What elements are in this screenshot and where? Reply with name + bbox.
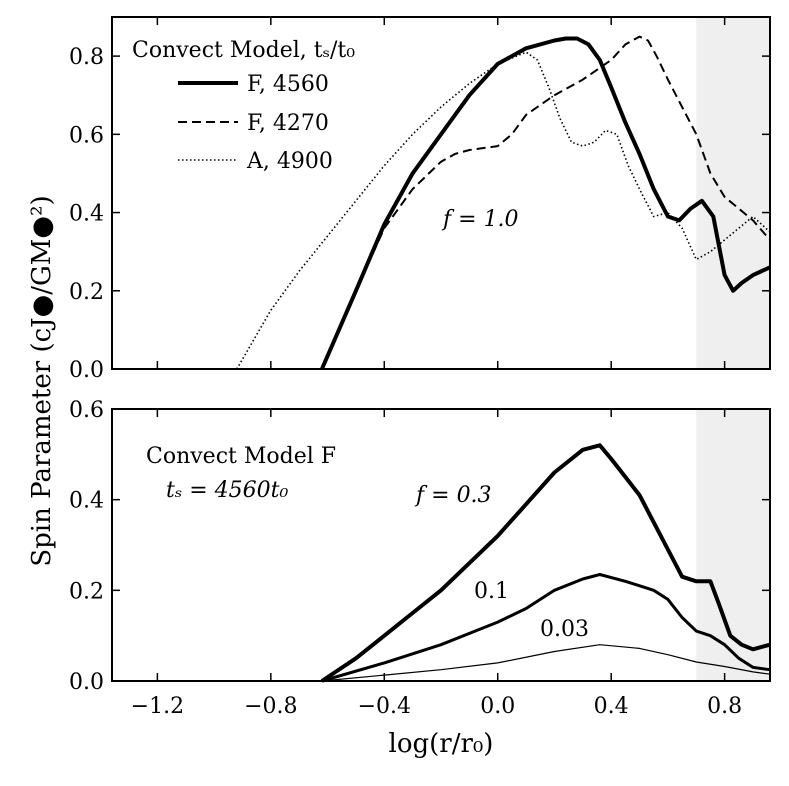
bottom-plot-frame	[111, 408, 771, 682]
x-tick-label: −0.4	[358, 694, 411, 719]
x-tick-label: 0.4	[594, 694, 629, 719]
top-panel: 0.0 0.2 0.4 0.6 0.8 f = 1.0 Convect Model, t…	[69, 16, 771, 383]
x-tick-label: 0.8	[707, 694, 742, 719]
bottom-y-tick-label: 0.4	[69, 489, 104, 514]
x-tick-label: −0.8	[244, 694, 297, 719]
top-annotation: f = 1.0	[441, 207, 519, 232]
bottom-series-group	[320, 443, 771, 683]
series-label-f003: 0.03	[540, 617, 589, 642]
bottom-model-sublabel: tₛ = 4560t₀	[166, 478, 289, 503]
top-series-line-1	[320, 35, 771, 370]
top-y-tick-label: 0.2	[69, 280, 104, 305]
legend-title: Convect Model, tₛ/t₀	[132, 38, 355, 63]
top-y-tick-label: 0.4	[69, 202, 104, 227]
top-y-tick-label: 0.8	[69, 45, 104, 70]
top-series-line-0	[320, 36, 771, 370]
top-series-group	[236, 35, 771, 370]
top-legend: Convect Model, tₛ/t₀ F, 4560 F, 4270 A, …	[132, 38, 355, 174]
y-axis-label: Spin Parameter (cJ●/GM●²)	[27, 195, 57, 566]
bottom-series-line-0	[320, 443, 771, 683]
bottom-series-line-2	[321, 644, 771, 682]
x-tick-label: 0.0	[480, 694, 515, 719]
legend-label-f4270: F, 4270	[247, 111, 329, 136]
top-plot-frame	[111, 16, 771, 370]
legend-label-f4560: F, 4560	[247, 72, 329, 97]
top-shaded-region	[696, 17, 770, 369]
x-tick-label: −1.2	[131, 694, 184, 719]
top-series-line-2	[236, 51, 771, 370]
top-y-tick-label: 0.6	[69, 123, 104, 148]
bottom-ticks: −1.2 −0.8 −0.4 0.0 0.4 0.8 0.0 0.2 0.4 0.6	[69, 398, 770, 719]
series-label-f01: 0.1	[474, 579, 509, 604]
bottom-y-tick-label: 0.0	[69, 670, 104, 695]
legend-label-a4900: A, 4900	[246, 149, 333, 174]
bottom-model-label: Convect Model F	[146, 444, 336, 469]
bottom-panel: −1.2 −0.8 −0.4 0.0 0.4 0.8 0.0 0.2 0.4 0.6 Convec…	[69, 398, 771, 719]
x-axis-label: log(r/r₀)	[389, 729, 494, 759]
top-ticks: 0.0 0.2 0.4 0.6 0.8	[69, 17, 770, 383]
bottom-series-line-1	[321, 573, 771, 683]
bottom-y-tick-label: 0.2	[69, 579, 104, 604]
series-label-f03: f = 0.3	[414, 483, 492, 508]
top-y-tick-label: 0.0	[69, 358, 104, 383]
bottom-y-tick-label: 0.6	[69, 398, 104, 423]
